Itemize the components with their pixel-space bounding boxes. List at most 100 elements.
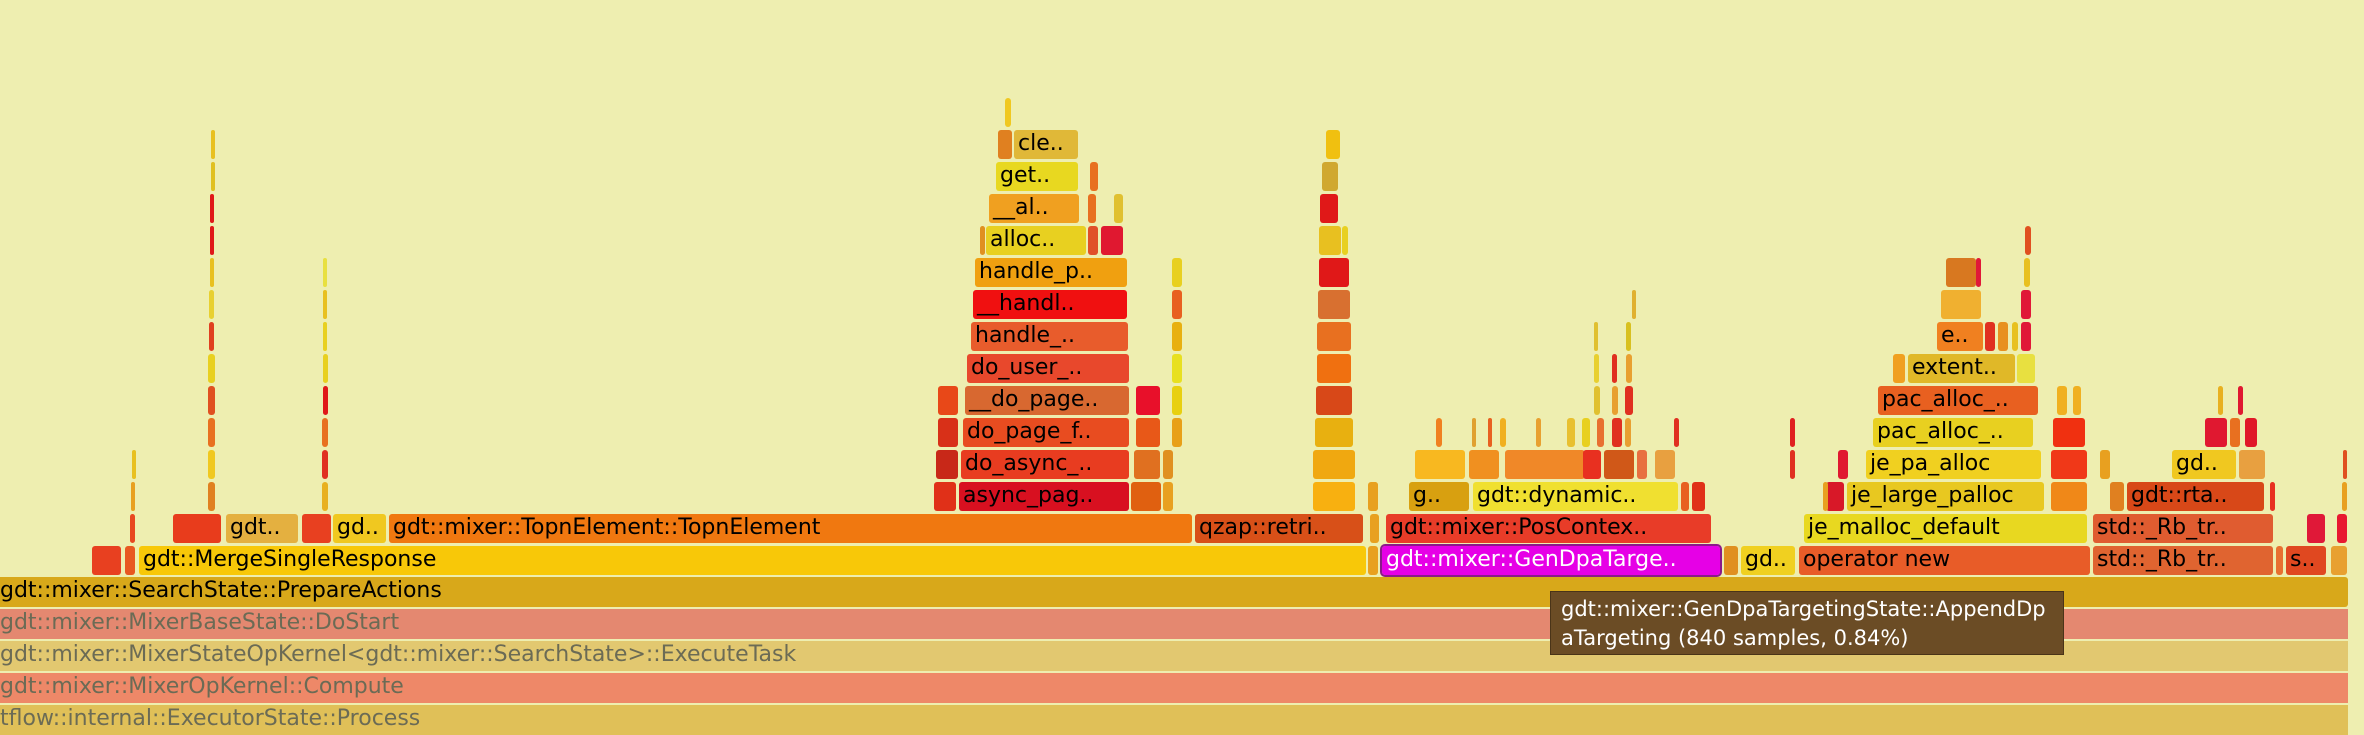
frame-small[interactable] bbox=[1998, 322, 2008, 351]
frame-small[interactable] bbox=[1583, 450, 1601, 479]
frame-small[interactable] bbox=[1088, 226, 1098, 255]
frame-small[interactable] bbox=[323, 322, 327, 351]
frame-small[interactable] bbox=[1637, 450, 1647, 479]
frame-small[interactable] bbox=[302, 514, 331, 543]
frame-small[interactable] bbox=[1313, 450, 1355, 479]
frame-small[interactable] bbox=[323, 354, 328, 383]
frame-small[interactable] bbox=[1319, 226, 1341, 255]
frame-small[interactable] bbox=[2017, 354, 2035, 383]
frame-small[interactable] bbox=[998, 130, 1012, 159]
frame-small[interactable] bbox=[2331, 546, 2347, 575]
frame-small[interactable] bbox=[2205, 418, 2227, 447]
frame-small[interactable] bbox=[1319, 258, 1349, 287]
frame-small[interactable] bbox=[1368, 482, 1378, 511]
frame-small[interactable] bbox=[1632, 290, 1636, 319]
frame-small[interactable] bbox=[1500, 418, 1506, 447]
frame-small[interactable] bbox=[125, 546, 135, 575]
frame-small[interactable] bbox=[1172, 418, 1182, 447]
frame-small[interactable] bbox=[323, 258, 327, 287]
frame-gd-rta[interactable]: gd.. bbox=[2172, 450, 2236, 479]
frame-small[interactable] bbox=[2100, 450, 2110, 479]
frame-small[interactable] bbox=[322, 418, 328, 447]
frame-small[interactable] bbox=[210, 194, 214, 223]
frame-small[interactable] bbox=[2218, 386, 2223, 415]
frame-small[interactable] bbox=[2021, 290, 2031, 319]
frame-small[interactable] bbox=[1172, 322, 1182, 351]
frame-small[interactable] bbox=[1625, 386, 1633, 415]
frame-small[interactable] bbox=[1436, 418, 1442, 447]
frame-extent[interactable]: extent.. bbox=[1908, 354, 2015, 383]
frame-small[interactable] bbox=[1985, 322, 1995, 351]
frame-small[interactable] bbox=[2051, 482, 2087, 511]
frame-small[interactable] bbox=[1625, 418, 1631, 447]
frame-small[interactable] bbox=[2021, 322, 2031, 351]
frame-small[interactable] bbox=[934, 482, 956, 511]
frame-small[interactable] bbox=[1488, 418, 1492, 447]
frame-s[interactable]: s.. bbox=[2286, 546, 2326, 575]
frame-merge-single-response[interactable]: gdt::MergeSingleResponse bbox=[139, 546, 1366, 575]
frame-small[interactable] bbox=[1626, 354, 1632, 383]
frame-small[interactable] bbox=[208, 450, 215, 479]
frame-topn-element[interactable]: gdt::mixer::TopnElement::TopnElement bbox=[389, 514, 1192, 543]
frame-small[interactable] bbox=[2238, 386, 2243, 415]
frame-small[interactable] bbox=[1946, 258, 1976, 287]
frame-small[interactable] bbox=[1317, 354, 1351, 383]
frame-small[interactable] bbox=[1597, 418, 1604, 447]
frame-small[interactable] bbox=[2051, 450, 2087, 479]
frame-gd[interactable]: gd.. bbox=[333, 514, 386, 543]
frame-small[interactable] bbox=[208, 354, 215, 383]
frame-small[interactable] bbox=[1134, 450, 1160, 479]
frame-qzap-retri[interactable]: qzap::retri.. bbox=[1195, 514, 1363, 543]
frame-small[interactable] bbox=[1838, 450, 1848, 479]
frame-small[interactable] bbox=[208, 386, 215, 415]
frame-small[interactable] bbox=[1317, 322, 1351, 351]
frame-handle-p[interactable]: handle_p.. bbox=[975, 258, 1127, 287]
frame-je-malloc-default[interactable]: je_malloc_default bbox=[1804, 514, 2087, 543]
frame-je-pa-alloc[interactable]: je_pa_alloc bbox=[1866, 450, 2041, 479]
frame-alloc[interactable]: alloc.. bbox=[986, 226, 1086, 255]
frame-small[interactable] bbox=[131, 482, 135, 511]
frame-small[interactable] bbox=[209, 322, 214, 351]
frame-small[interactable] bbox=[1612, 354, 1617, 383]
frame-execute-task[interactable]: gdt::mixer::MixerStateOpKernel<gdt::mixe… bbox=[0, 641, 2348, 671]
frame-small[interactable] bbox=[1136, 386, 1160, 415]
frame-small[interactable] bbox=[1790, 450, 1795, 479]
frame-small[interactable] bbox=[1823, 482, 1828, 511]
frame-small[interactable] bbox=[1567, 418, 1575, 447]
frame-small[interactable] bbox=[210, 258, 214, 287]
frame-small[interactable] bbox=[173, 514, 221, 543]
frame-small[interactable] bbox=[1131, 482, 1161, 511]
frame-small[interactable] bbox=[1114, 194, 1123, 223]
frame-small[interactable] bbox=[2230, 418, 2240, 447]
frame-rb-tree-2[interactable]: std::_Rb_tr.. bbox=[2093, 514, 2273, 543]
frame-small[interactable] bbox=[1941, 290, 1981, 319]
frame-small[interactable] bbox=[1136, 418, 1160, 447]
frame-small[interactable] bbox=[1674, 418, 1679, 447]
frame-small[interactable] bbox=[1005, 98, 1011, 127]
frame-pac-alloc-1[interactable]: pac_alloc_.. bbox=[1873, 418, 2033, 447]
frame-small[interactable] bbox=[1612, 386, 1618, 415]
frame-gdt[interactable]: gdt.. bbox=[226, 514, 298, 543]
frame-small[interactable] bbox=[2012, 322, 2018, 351]
frame-small[interactable] bbox=[322, 450, 328, 479]
frame-small[interactable] bbox=[1342, 226, 1348, 255]
frame-small[interactable] bbox=[322, 482, 328, 511]
frame-e[interactable]: e.. bbox=[1937, 322, 1983, 351]
frame-small[interactable] bbox=[2337, 514, 2347, 543]
frame-al[interactable]: __al.. bbox=[989, 194, 1079, 223]
frame-small[interactable] bbox=[1655, 450, 1675, 479]
frame-small[interactable] bbox=[211, 130, 215, 159]
frame-small[interactable] bbox=[1472, 418, 1476, 447]
frame-small[interactable] bbox=[938, 418, 958, 447]
frame-small[interactable] bbox=[130, 514, 135, 543]
frame-gen-dpa-targeting[interactable]: gdt::mixer::GenDpaTarge.. bbox=[1380, 544, 1722, 577]
frame-pac-alloc-2[interactable]: pac_alloc_.. bbox=[1878, 386, 2038, 415]
frame-small[interactable] bbox=[1316, 386, 1352, 415]
frame-small[interactable] bbox=[1594, 322, 1598, 351]
frame-small[interactable] bbox=[1320, 194, 1338, 223]
frame-small[interactable] bbox=[1469, 450, 1499, 479]
frame-small[interactable] bbox=[1101, 226, 1123, 255]
frame-small[interactable] bbox=[1594, 386, 1600, 415]
frame-small[interactable] bbox=[92, 546, 121, 575]
frame-small[interactable] bbox=[2073, 386, 2081, 415]
